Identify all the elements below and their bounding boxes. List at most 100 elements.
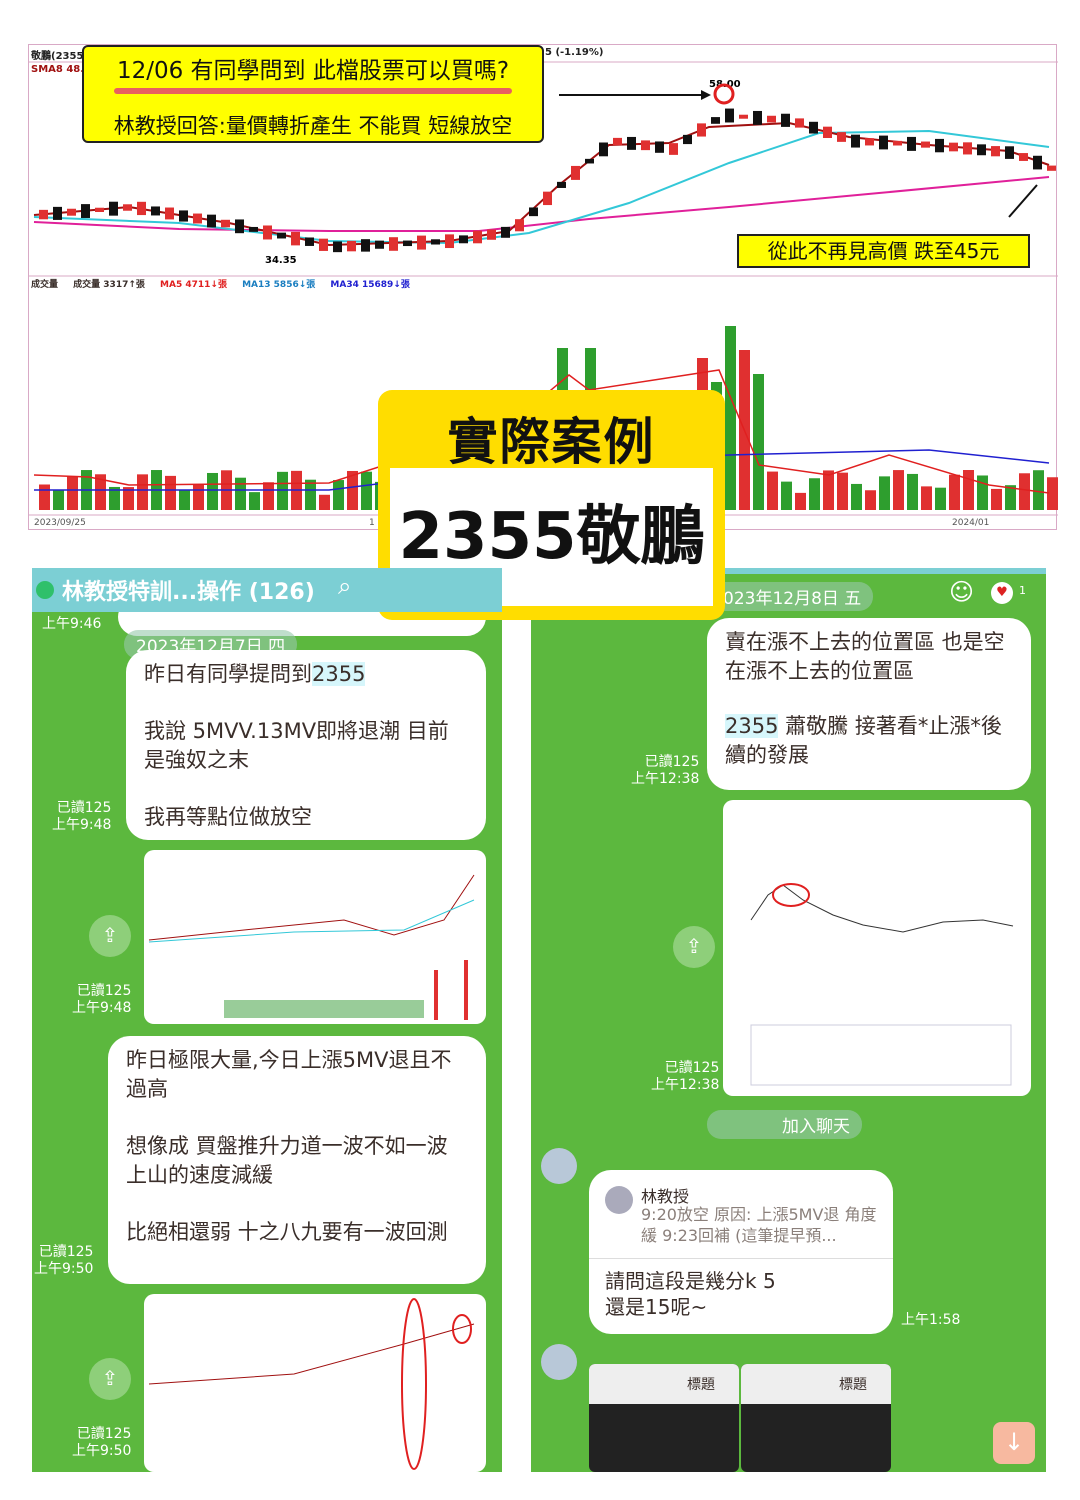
candlestick (361, 239, 370, 252)
candlestick (333, 241, 342, 253)
overlay-stock: 2355敬鵬 (390, 468, 713, 606)
read-receipt: 已讀125 (56, 800, 112, 816)
chart-image[interactable] (144, 850, 486, 1024)
volume-bar (123, 487, 134, 510)
candlestick (445, 234, 454, 249)
reply-bubble: 林教授 9:20放空 原因: 上漲5MV退 角度緩 9:23回補 (這筆提早預.… (589, 1170, 893, 1334)
candlestick (277, 232, 286, 239)
ma5-value: MA5 4711↓張 (160, 280, 227, 290)
candlestick (627, 136, 636, 150)
candlestick (137, 201, 146, 216)
volume-bar (333, 480, 344, 510)
low-price-label: 34.35 (265, 255, 297, 266)
callout-answer: 林教授回答:量價轉折產生 不能買 短線放空 (113, 114, 513, 138)
candlestick (669, 143, 678, 155)
stock-code-link[interactable]: 2355 (312, 662, 366, 686)
candlestick (487, 229, 496, 240)
candlestick (123, 204, 132, 211)
x-label: 2024/01 (952, 518, 989, 528)
candlestick (907, 136, 916, 151)
timestamp: 上午9:46 (42, 616, 102, 632)
volume-bar (67, 475, 78, 510)
thumbnail-label: 標題 (741, 1364, 891, 1404)
candlestick (949, 142, 958, 152)
candlestick (781, 113, 790, 127)
candlestick (977, 144, 986, 156)
read-receipt: 已讀125 (76, 983, 132, 999)
candlestick (53, 206, 62, 220)
candlestick (753, 110, 762, 125)
candlestick (879, 135, 888, 150)
conclusion-tag: 從此不再見高價 跌至45元 (737, 234, 1030, 268)
candlestick (459, 235, 468, 244)
volume-bar (949, 474, 960, 510)
volume-bar (361, 471, 372, 510)
volume-bar (207, 472, 218, 510)
search-icon[interactable]: ⌕ (338, 572, 352, 600)
message-text: 賣在漲不上去的位置區 也是空在漲不上去的位置區 (725, 630, 1005, 683)
right-chat-panel: 023年12月8日 五 ☺ ♥ 1 賣在漲不上去的位置區 也是空在漲不上去的位置… (531, 568, 1046, 1472)
candlestick (711, 117, 720, 124)
volume-bar (781, 481, 792, 510)
timestamp: 上午9:48 (72, 1000, 132, 1016)
image-thumbnail[interactable]: 標題 (741, 1364, 891, 1472)
candlestick (67, 208, 76, 216)
volume-bar (963, 470, 974, 510)
timestamp: 上午9:50 (72, 1443, 132, 1459)
volume-bar (95, 474, 106, 510)
message-bubble: 賣在漲不上去的位置區 也是空在漲不上去的位置區 2355 蕭敬騰 接著看*止漲*… (707, 618, 1031, 790)
share-icon[interactable]: ⇪ (673, 926, 715, 968)
volume-bar (809, 478, 820, 510)
volume-bar (39, 484, 50, 510)
candlestick (739, 114, 748, 119)
chat-app-icon (36, 581, 54, 599)
avatar[interactable] (541, 1344, 577, 1380)
candlestick (809, 121, 818, 134)
reaction-count: 1 (1019, 584, 1026, 597)
volume-bar (725, 326, 736, 510)
reaction-icon[interactable]: ♥ (991, 582, 1013, 604)
volume-bar (977, 475, 988, 510)
candlestick (263, 225, 272, 240)
intraday-chart-image[interactable] (723, 800, 1031, 1096)
image-thumbnail[interactable]: 標題 (589, 1364, 739, 1472)
timestamp: 上午12:38 (631, 771, 700, 787)
candlestick (109, 201, 118, 216)
message-bubble: 昨日極限大量,今日上漲5MV退且不過高 想像成 買盤推升力道一波不如一波 上山的… (108, 1036, 486, 1284)
stock-code-link[interactable]: 2355 (725, 714, 779, 738)
share-icon[interactable]: ⇪ (89, 915, 131, 957)
candlestick (235, 219, 244, 234)
ma13-value: MA13 5856↓張 (242, 280, 316, 290)
candlestick (193, 213, 202, 224)
ma34-value: MA34 15689↓張 (330, 280, 410, 290)
avatar[interactable] (541, 1148, 577, 1184)
x-label: 1 (369, 518, 375, 528)
avatar (605, 1186, 633, 1214)
volume-bar (1019, 473, 1030, 510)
timestamp: 上午1:58 (901, 1312, 961, 1328)
volume-bar (767, 471, 778, 510)
candlestick (207, 214, 216, 228)
candlestick (697, 123, 706, 137)
candlestick (935, 138, 944, 153)
price-change: 5 (-1.19%) (545, 47, 604, 58)
candlestick (319, 238, 328, 251)
candlestick (767, 115, 776, 123)
x-label: 2023/09/25 (34, 518, 86, 528)
quoted-text: 9:20放空 原因: 上漲5MV退 角度緩 9:23回補 (這筆提早預... (641, 1205, 877, 1245)
volume-bar (921, 486, 932, 510)
emoji-icon[interactable]: ☺ (949, 578, 975, 606)
share-icon[interactable]: ⇪ (89, 1358, 131, 1400)
candlestick (1047, 165, 1056, 171)
sma-label: SMA8 48. (31, 64, 85, 75)
message-bubble: 昨日有同學提問到2355 我說 5MVV.13MV即將退潮 目前是強奴之末 我再… (126, 650, 486, 840)
scroll-down-button[interactable]: ↓ (993, 1422, 1035, 1464)
candlestick (81, 204, 90, 218)
ma-short-line (33, 121, 1050, 247)
volume-bar (753, 374, 764, 510)
candlestick (655, 141, 664, 153)
volume-title: 成交量 (31, 280, 59, 290)
candlestick (165, 207, 174, 220)
volume-bar (277, 471, 288, 510)
chart-image[interactable] (144, 1294, 486, 1472)
